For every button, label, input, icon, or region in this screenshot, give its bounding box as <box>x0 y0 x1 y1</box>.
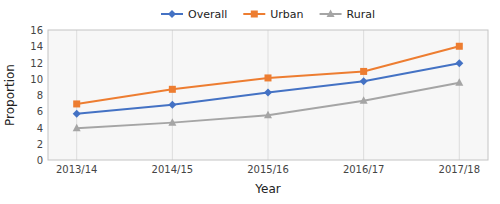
frame <box>48 30 488 160</box>
data-point <box>456 43 463 50</box>
legend-marker <box>168 10 176 18</box>
plot-area <box>48 30 488 160</box>
data-point <box>360 68 367 75</box>
data-point <box>73 110 81 118</box>
legend-label: Overall <box>188 8 227 21</box>
data-point <box>73 100 80 107</box>
legend: Overall Urban Rural <box>161 8 375 21</box>
data-point <box>455 59 463 67</box>
series-line <box>77 83 460 129</box>
legend-marker <box>327 10 335 18</box>
grid-line <box>76 30 77 160</box>
series-line <box>77 46 460 104</box>
x-tick-label: 2014/15 <box>152 164 194 175</box>
series-line <box>77 63 460 113</box>
data-point <box>360 77 368 85</box>
grid-line <box>172 30 173 160</box>
data-point <box>73 124 81 132</box>
y-tick-label: 4 <box>37 123 43 134</box>
y-axis-label: Proportion <box>3 64 17 126</box>
x-axis-label: Year <box>254 182 280 196</box>
x-tick-label: 2013/14 <box>56 164 98 175</box>
data-point <box>360 96 368 104</box>
data-point <box>455 78 463 86</box>
legend-label: Urban <box>270 8 303 21</box>
y-tick-label: 10 <box>30 74 43 85</box>
legend-marker <box>251 11 258 18</box>
y-tick-label: 12 <box>30 58 43 69</box>
legend-label: Rural <box>347 8 375 21</box>
x-tick-label: 2015/16 <box>247 164 289 175</box>
series-group <box>73 43 464 132</box>
y-tick-label: 6 <box>37 106 43 117</box>
data-point <box>265 74 272 81</box>
x-tick-label: 2017/18 <box>439 164 481 175</box>
y-tick-label: 0 <box>37 155 43 166</box>
y-tick-label: 14 <box>30 41 43 52</box>
data-point <box>264 89 272 97</box>
grid-line <box>363 30 364 160</box>
x-tick-label: 2016/17 <box>343 164 385 175</box>
data-point <box>168 118 176 126</box>
data-point <box>264 111 272 119</box>
data-point <box>169 86 176 93</box>
y-tick-label: 16 <box>30 25 43 36</box>
y-tick-label: 8 <box>37 90 43 101</box>
data-point <box>168 101 176 109</box>
chart: 0 2 4 6 8 10 12 14 16 2013/14 2014/15 2015/16 2016/1… <box>0 0 500 204</box>
y-tick-label: 2 <box>37 139 43 150</box>
